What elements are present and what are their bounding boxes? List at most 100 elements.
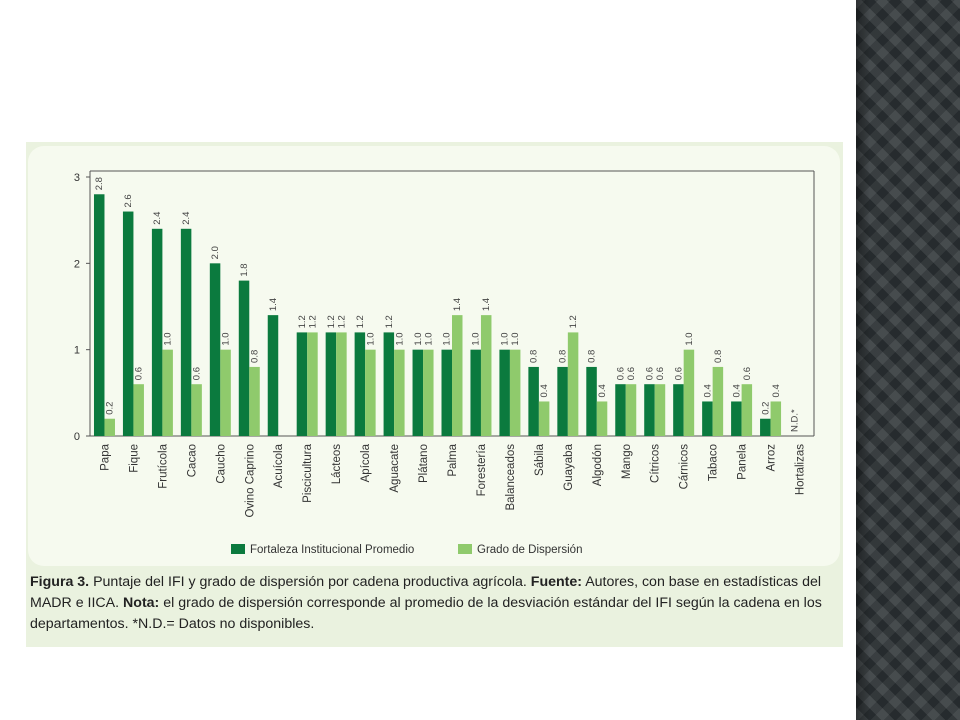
data-label-fortaleza: 1.2 bbox=[384, 315, 395, 328]
data-label-dispersion: 0.6 bbox=[134, 367, 145, 380]
data-label-fortaleza: 2.4 bbox=[181, 212, 192, 225]
bar-dispersion bbox=[770, 401, 782, 436]
bar-fortaleza bbox=[412, 349, 424, 436]
bar-fortaleza bbox=[180, 228, 192, 436]
bar-fortaleza bbox=[441, 349, 452, 436]
caption-text-3: el grado de dispersión corresponde al pr… bbox=[30, 595, 822, 632]
bar-fortaleza bbox=[470, 349, 481, 436]
x-category-label: Forestería bbox=[476, 443, 488, 496]
data-label-dispersion: 1.2 bbox=[336, 315, 347, 328]
x-category-label: Aguacate bbox=[389, 444, 401, 493]
data-label-dispersion: 0.4 bbox=[771, 384, 782, 397]
x-category-label: Panela bbox=[737, 443, 749, 479]
bar-fortaleza bbox=[644, 384, 655, 436]
data-label-fortaleza: 1.0 bbox=[500, 332, 511, 345]
data-label-dispersion: 1.0 bbox=[423, 332, 434, 345]
chart-card: 0 1 2 3 2.8 0.2 Papa 2.6 0.6 Fique 2.4 1.0 Frutícola… bbox=[28, 146, 840, 566]
data-label-dispersion: 0.2 bbox=[105, 402, 116, 415]
data-label-dispersion: 0.6 bbox=[192, 367, 203, 380]
data-label-dispersion: 0.6 bbox=[626, 367, 637, 380]
bar-dispersion bbox=[307, 332, 318, 436]
data-label-fortaleza: 2.8 bbox=[94, 177, 105, 190]
data-label-fortaleza: N.D.* bbox=[789, 409, 800, 432]
bar-fortaleza bbox=[383, 332, 395, 436]
bar-fortaleza bbox=[93, 194, 105, 436]
legend-swatch-dispersion bbox=[458, 544, 472, 554]
data-label-fortaleza: 0.6 bbox=[644, 367, 655, 380]
y-tick-label: 2 bbox=[74, 258, 80, 270]
bar-fortaleza bbox=[557, 366, 568, 436]
x-category-label: Arroz bbox=[766, 444, 778, 472]
bar-fortaleza bbox=[151, 228, 163, 436]
caption-text-2: Autores, con base en estadísticas del MA… bbox=[30, 574, 822, 611]
slide-side-band bbox=[856, 0, 960, 720]
data-label-fortaleza: 0.8 bbox=[587, 350, 598, 363]
x-category-label: Papa bbox=[99, 443, 111, 470]
x-category-label: Palma bbox=[447, 443, 459, 476]
bar-fortaleza bbox=[673, 384, 684, 436]
caption-note-label: Nota: bbox=[123, 595, 160, 611]
bar-dispersion bbox=[596, 401, 608, 436]
data-label-dispersion: 1.0 bbox=[365, 332, 376, 345]
data-label-fortaleza: 2.6 bbox=[123, 194, 134, 207]
data-label-dispersion: 0.4 bbox=[539, 384, 550, 397]
data-label-fortaleza: 1.2 bbox=[355, 315, 366, 328]
x-category-label: Sábila bbox=[534, 443, 546, 476]
bar-dispersion bbox=[654, 384, 666, 436]
y-tick-label: 1 bbox=[74, 345, 80, 357]
bar-fortaleza bbox=[528, 366, 539, 436]
y-tick-label: 3 bbox=[74, 172, 80, 184]
bar-chart: 0 1 2 3 2.8 0.2 Papa 2.6 0.6 Fique 2.4 1.0 Frutícola… bbox=[74, 170, 815, 556]
bar-dispersion bbox=[423, 349, 434, 436]
legend-label-fortaleza: Fortaleza Institucional Promedio bbox=[250, 544, 414, 556]
data-label-fortaleza: 1.8 bbox=[239, 263, 250, 276]
legend-label-dispersion: Grado de Dispersión bbox=[477, 544, 582, 556]
bar-fortaleza bbox=[296, 332, 308, 436]
bar-fortaleza bbox=[209, 263, 221, 436]
data-label-dispersion: 1.0 bbox=[684, 332, 695, 345]
data-label-fortaleza: 1.2 bbox=[297, 315, 308, 328]
bar-dispersion bbox=[336, 332, 347, 436]
data-label-fortaleza: 0.4 bbox=[702, 384, 713, 397]
bar-dispersion bbox=[191, 384, 202, 436]
x-category-label: Balanceados bbox=[505, 444, 517, 511]
data-label-fortaleza: 2.0 bbox=[210, 246, 221, 259]
bar-fortaleza bbox=[325, 332, 337, 436]
data-label-fortaleza: 0.8 bbox=[529, 350, 540, 363]
bar-fortaleza bbox=[122, 211, 134, 436]
caption-source-label: Fuente: bbox=[530, 574, 583, 590]
data-label-fortaleza: 1.2 bbox=[326, 315, 337, 328]
x-category-label: Frutícola bbox=[157, 443, 169, 488]
bar-dispersion bbox=[480, 315, 492, 436]
caption-text-1: Puntaje del IFI y grado de dispersión po… bbox=[89, 574, 531, 590]
data-label-fortaleza: 1.0 bbox=[413, 332, 424, 345]
data-label-fortaleza: 2.4 bbox=[152, 212, 163, 225]
figure-panel: 0 1 2 3 2.8 0.2 Papa 2.6 0.6 Fique 2.4 1.0 Frutícola… bbox=[26, 142, 843, 647]
bar-dispersion bbox=[538, 401, 550, 436]
x-category-label: Cárnicos bbox=[679, 444, 691, 490]
x-category-label: Algodón bbox=[592, 444, 604, 486]
bar-dispersion bbox=[712, 366, 724, 436]
bar-dispersion bbox=[249, 366, 260, 436]
data-label-dispersion: 0.6 bbox=[655, 367, 666, 380]
bar-dispersion bbox=[394, 349, 405, 436]
bar-fortaleza bbox=[615, 384, 626, 436]
data-label-dispersion: 1.0 bbox=[163, 332, 174, 345]
data-label-fortaleza: 0.8 bbox=[558, 350, 569, 363]
bar-dispersion bbox=[365, 349, 376, 436]
bar-dispersion bbox=[509, 349, 521, 436]
bar-dispersion bbox=[220, 349, 231, 436]
bar-dispersion bbox=[452, 315, 463, 436]
x-category-label: Cítricos bbox=[650, 444, 662, 483]
y-tick-label: 0 bbox=[74, 431, 80, 443]
bar-fortaleza bbox=[586, 366, 597, 436]
data-label-dispersion: 1.0 bbox=[221, 332, 232, 345]
x-category-label: Fique bbox=[128, 444, 140, 473]
bar-dispersion bbox=[741, 384, 753, 436]
data-label-dispersion: 1.0 bbox=[510, 332, 521, 345]
x-category-label: Ovino Caprino bbox=[244, 444, 256, 518]
x-category-label: Plátano bbox=[418, 444, 430, 483]
data-label-fortaleza: 0.2 bbox=[760, 402, 771, 415]
bar-fortaleza bbox=[267, 315, 279, 436]
data-label-dispersion: 1.2 bbox=[307, 315, 318, 328]
